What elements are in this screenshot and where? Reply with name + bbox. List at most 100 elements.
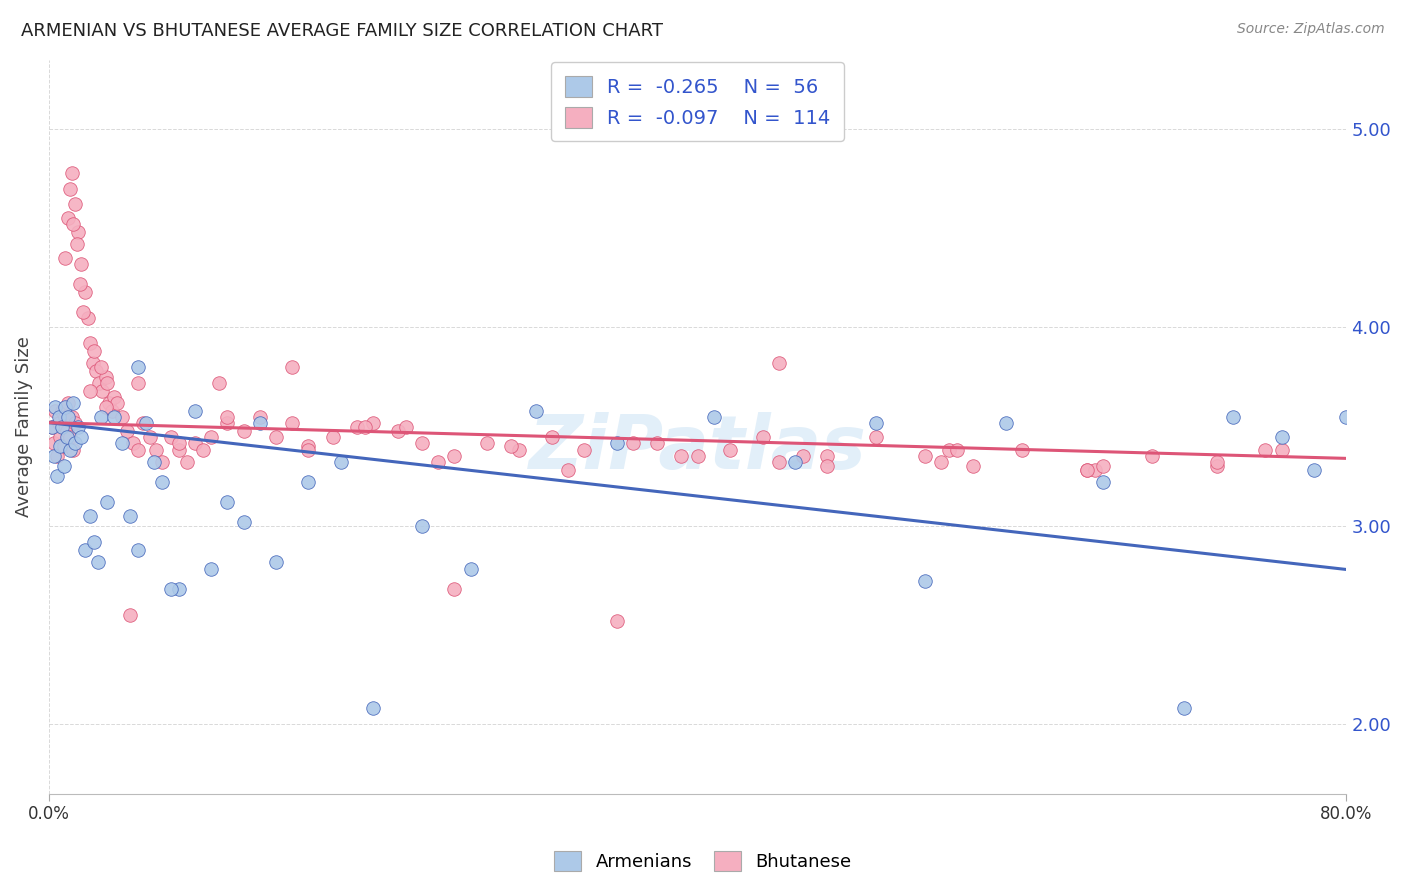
Point: [52, 440, 75, 454]
Point: [44, 400, 66, 414]
Point: [606, 614, 628, 628]
Point: [768, 455, 790, 469]
Point: [79, 508, 101, 523]
Point: [73, 285, 96, 299]
Point: [62, 217, 84, 231]
Point: [557, 463, 579, 477]
Point: [67, 225, 90, 239]
Point: [91, 384, 114, 398]
Point: [115, 424, 138, 438]
Point: [1140, 450, 1163, 464]
Legend: R =  -0.265    N =  56, R =  -0.097    N =  114: R = -0.265 N = 56, R = -0.097 N = 114: [551, 62, 845, 141]
Point: [70, 257, 93, 271]
Point: [120, 508, 142, 523]
Point: [297, 440, 319, 454]
Point: [62, 443, 84, 458]
Point: [132, 416, 155, 430]
Point: [1222, 409, 1244, 424]
Point: [94, 400, 117, 414]
Point: [86, 555, 108, 569]
Point: [946, 443, 969, 458]
Point: [865, 416, 887, 430]
Point: [56, 429, 79, 443]
Point: [111, 435, 134, 450]
Point: [51, 403, 73, 417]
Point: [411, 519, 433, 533]
Point: [994, 416, 1017, 430]
Point: [524, 403, 547, 417]
Text: ZiPatlas: ZiPatlas: [529, 412, 866, 485]
Point: [217, 416, 239, 430]
Point: [501, 440, 523, 454]
Point: [62, 396, 84, 410]
Point: [815, 450, 838, 464]
Point: [101, 403, 124, 417]
Point: [281, 360, 304, 375]
Point: [167, 435, 190, 450]
Point: [184, 435, 207, 450]
Point: [98, 396, 121, 410]
Point: [508, 443, 530, 458]
Point: [1173, 701, 1195, 715]
Point: [127, 443, 149, 458]
Point: [84, 364, 107, 378]
Point: [751, 429, 773, 443]
Point: [79, 384, 101, 398]
Point: [58, 396, 80, 410]
Point: [73, 542, 96, 557]
Text: Source: ZipAtlas.com: Source: ZipAtlas.com: [1237, 22, 1385, 37]
Point: [191, 443, 214, 458]
Point: [938, 443, 960, 458]
Point: [354, 419, 377, 434]
Point: [103, 390, 125, 404]
Point: [475, 435, 498, 450]
Legend: Armenians, Bhutanese: Armenians, Bhutanese: [547, 844, 859, 879]
Point: [621, 435, 644, 450]
Point: [83, 534, 105, 549]
Point: [127, 376, 149, 390]
Point: [67, 419, 90, 434]
Point: [143, 455, 166, 469]
Point: [783, 455, 806, 469]
Point: [103, 409, 125, 424]
Point: [427, 455, 450, 469]
Point: [49, 429, 72, 443]
Point: [329, 455, 352, 469]
Point: [58, 211, 80, 226]
Point: [138, 429, 160, 443]
Point: [264, 429, 287, 443]
Point: [59, 443, 82, 458]
Point: [1092, 459, 1115, 474]
Point: [232, 424, 254, 438]
Point: [1270, 429, 1292, 443]
Point: [52, 459, 75, 474]
Point: [77, 310, 100, 325]
Point: [387, 424, 409, 438]
Point: [94, 370, 117, 384]
Point: [90, 409, 112, 424]
Point: [200, 562, 222, 576]
Point: [645, 435, 668, 450]
Point: [58, 409, 80, 424]
Point: [443, 582, 465, 597]
Point: [671, 450, 693, 464]
Point: [46, 450, 69, 464]
Point: [395, 419, 418, 434]
Point: [90, 360, 112, 375]
Point: [79, 336, 101, 351]
Point: [232, 515, 254, 529]
Point: [1076, 463, 1098, 477]
Point: [1254, 443, 1277, 458]
Point: [59, 181, 82, 195]
Point: [145, 443, 167, 458]
Point: [1076, 463, 1098, 477]
Point: [1084, 463, 1107, 477]
Point: [41, 419, 63, 434]
Point: [411, 435, 433, 450]
Point: [1336, 409, 1358, 424]
Point: [127, 542, 149, 557]
Point: [184, 403, 207, 417]
Point: [46, 469, 69, 483]
Point: [815, 459, 838, 474]
Point: [686, 450, 709, 464]
